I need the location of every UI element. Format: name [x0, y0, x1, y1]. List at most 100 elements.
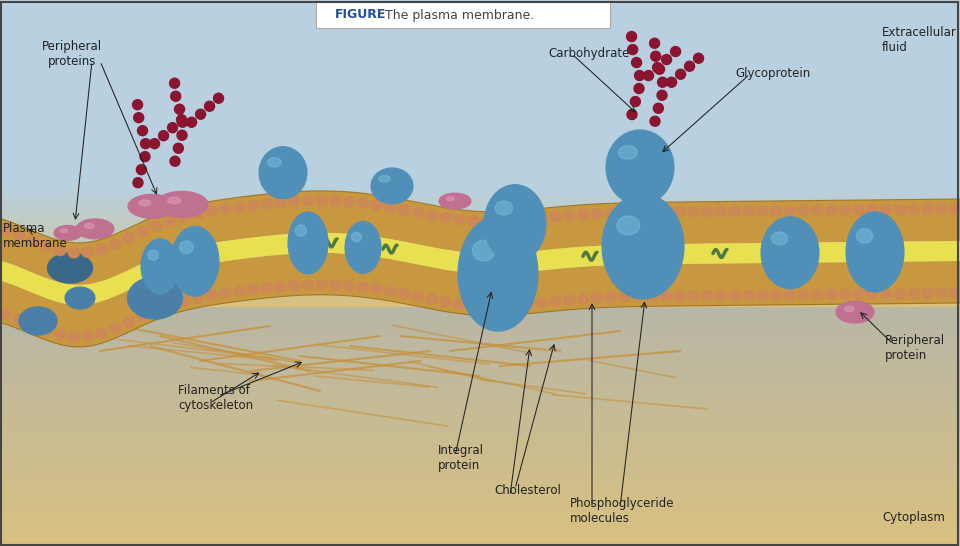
Ellipse shape [95, 244, 108, 255]
Bar [0, 303, 960, 306]
Ellipse shape [605, 292, 616, 303]
Bar [0, 422, 960, 426]
Ellipse shape [177, 115, 186, 124]
Ellipse shape [839, 205, 851, 216]
Ellipse shape [577, 293, 589, 304]
Bar [0, 434, 960, 438]
Ellipse shape [27, 319, 38, 330]
Ellipse shape [660, 206, 672, 218]
Ellipse shape [618, 146, 637, 159]
Text: Cytoplasm: Cytoplasm [882, 512, 945, 525]
Bar [0, 362, 960, 366]
Bar [0, 418, 960, 422]
Polygon shape [0, 233, 960, 305]
Ellipse shape [132, 100, 143, 110]
Ellipse shape [371, 199, 383, 210]
Ellipse shape [174, 143, 183, 153]
Polygon shape [0, 253, 960, 347]
Text: Filaments of
cytoskeleton: Filaments of cytoskeleton [178, 384, 253, 412]
Bar [0, 426, 960, 430]
Bar [0, 198, 960, 201]
Ellipse shape [301, 280, 314, 290]
Ellipse shape [687, 206, 700, 217]
Text: Peripheral
proteins: Peripheral proteins [42, 40, 102, 68]
Ellipse shape [136, 310, 149, 321]
Bar [0, 342, 960, 346]
Bar [0, 264, 960, 267]
Ellipse shape [729, 206, 741, 217]
Ellipse shape [922, 288, 933, 299]
Bar [0, 189, 960, 192]
Bar [0, 462, 960, 466]
Ellipse shape [316, 280, 327, 290]
Ellipse shape [591, 293, 603, 304]
Bar [0, 219, 960, 222]
Ellipse shape [633, 291, 644, 302]
Ellipse shape [468, 216, 479, 227]
Text: Peripheral
protein: Peripheral protein [885, 334, 946, 362]
Ellipse shape [140, 152, 150, 162]
Bar [0, 255, 960, 258]
Bar [0, 288, 960, 291]
Ellipse shape [495, 201, 513, 215]
Ellipse shape [412, 291, 424, 302]
Ellipse shape [141, 239, 179, 294]
Ellipse shape [329, 195, 342, 206]
Bar [0, 228, 960, 231]
Ellipse shape [772, 232, 787, 245]
Text: The plasma membrane.: The plasma membrane. [385, 9, 535, 21]
Ellipse shape [661, 55, 672, 64]
Ellipse shape [385, 286, 396, 296]
Bar [0, 370, 960, 374]
Bar [0, 186, 960, 189]
Ellipse shape [564, 210, 575, 221]
Bar [0, 466, 960, 470]
Ellipse shape [550, 211, 562, 222]
Ellipse shape [175, 104, 184, 114]
Bar [0, 386, 960, 390]
Ellipse shape [693, 54, 704, 63]
Ellipse shape [0, 224, 11, 235]
Bar [0, 294, 960, 297]
Bar [0, 213, 960, 216]
Bar [0, 446, 960, 450]
Bar [0, 382, 960, 386]
Ellipse shape [178, 211, 190, 222]
Ellipse shape [168, 197, 180, 204]
Bar [0, 518, 960, 522]
Ellipse shape [378, 175, 391, 182]
Bar [0, 334, 960, 338]
Ellipse shape [27, 235, 38, 246]
Bar [0, 378, 960, 382]
Ellipse shape [635, 70, 644, 81]
Ellipse shape [856, 229, 873, 243]
Ellipse shape [288, 280, 300, 291]
Ellipse shape [164, 299, 177, 310]
Ellipse shape [76, 219, 114, 239]
Bar [0, 279, 960, 282]
Ellipse shape [481, 300, 492, 311]
Ellipse shape [654, 103, 663, 113]
Ellipse shape [19, 307, 57, 335]
Ellipse shape [439, 193, 471, 209]
Ellipse shape [186, 117, 197, 127]
Ellipse shape [192, 208, 204, 219]
Bar [0, 338, 960, 342]
Ellipse shape [770, 289, 782, 300]
Bar [0, 538, 960, 542]
Ellipse shape [156, 191, 208, 217]
Ellipse shape [715, 290, 727, 301]
Ellipse shape [275, 281, 286, 292]
Bar [0, 350, 960, 354]
Bar [0, 225, 960, 228]
Ellipse shape [40, 241, 52, 252]
Text: Cholesterol: Cholesterol [494, 484, 561, 497]
Ellipse shape [351, 233, 362, 242]
FancyBboxPatch shape [316, 2, 610, 28]
Ellipse shape [839, 289, 851, 300]
Ellipse shape [233, 201, 245, 213]
Ellipse shape [288, 212, 328, 274]
Ellipse shape [446, 197, 454, 201]
Polygon shape [0, 191, 960, 285]
Ellipse shape [68, 247, 80, 258]
